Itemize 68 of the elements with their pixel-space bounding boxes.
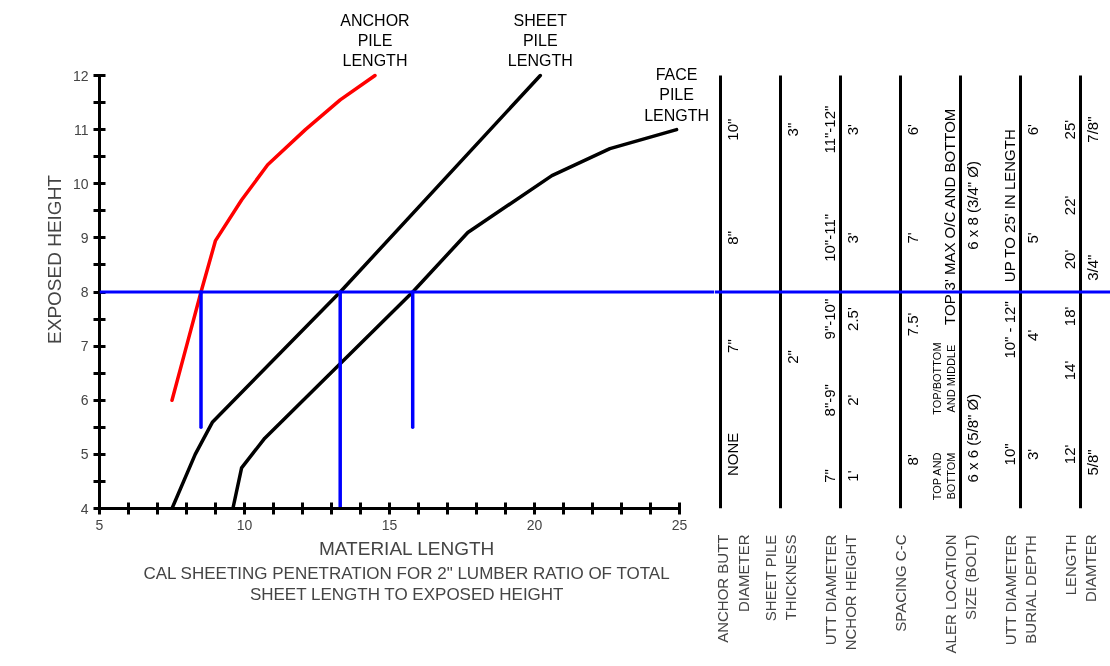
y-tick-label: 7	[80, 338, 89, 355]
text: 7"	[723, 339, 741, 353]
text: 7.5'	[903, 312, 921, 337]
category-label: ALER LOCATION SIZE (BOLT)	[941, 534, 980, 654]
text: 9"-10"	[820, 298, 838, 340]
text: 6'	[1023, 123, 1041, 136]
y-tick-label: 5	[80, 446, 89, 463]
text: 3'	[843, 123, 861, 136]
text: 6 x 8 (3/4" Ø)	[963, 161, 981, 250]
text: 2"	[783, 350, 801, 364]
text: 25'	[1060, 119, 1078, 140]
series-label: FACE PILE LENGTH	[644, 65, 710, 124]
text: 3'	[843, 232, 861, 244]
x-tick-label: 20	[526, 516, 543, 533]
text: 8'	[903, 454, 921, 466]
text: 3/4"	[1083, 254, 1101, 281]
text: 10"	[1000, 443, 1018, 466]
text: 12'	[1060, 444, 1078, 465]
x-tick-label: 15	[381, 516, 398, 533]
text: CAL SHEETING PENETRATION FOR 2" LUMBER RATIO OF TOTAL SHEET LENGTH TO EXPOSED HEIGHT	[143, 563, 670, 604]
text: 7/8"	[1083, 116, 1101, 143]
category-label: SPACING C-C	[892, 534, 909, 632]
text: 18'	[1060, 306, 1078, 327]
text: TOP/BOTTOM AND MIDDLE	[931, 342, 958, 415]
text: 4'	[1023, 329, 1041, 341]
text: 3"	[783, 122, 801, 137]
text: 3'	[1023, 448, 1041, 460]
text: 5/8"	[1083, 449, 1101, 476]
y-tick-label: 4	[80, 500, 89, 517]
y-tick-label: 10	[72, 175, 89, 192]
text: 14'	[1060, 360, 1078, 381]
text: 7'	[903, 232, 921, 244]
category-label: UTT DIAMETER NCHOR HEIGHT	[821, 534, 860, 651]
y-axis-title: EXPOSED HEIGHT	[43, 174, 65, 344]
text: 20'	[1060, 249, 1078, 270]
text: 7"	[820, 469, 838, 483]
series-label: SHEET PILE LENGTH	[507, 11, 573, 70]
text: 22'	[1060, 195, 1078, 216]
category-label: UTT DIAMETER BURIAL DEPTH	[1001, 534, 1040, 646]
y-tick-label: 8	[80, 284, 89, 300]
text: 2.5'	[843, 307, 861, 331]
y-tick-label: 11	[73, 121, 89, 138]
text: 10" - 12"	[1000, 301, 1018, 359]
text: TOP 3' MAX O/C AND BOTTOM	[940, 108, 958, 325]
text: 5'	[1023, 232, 1041, 244]
y-tick-label: 12	[72, 67, 89, 84]
y-tick-label: 9	[80, 229, 89, 246]
y-tick-label: 6	[80, 392, 89, 409]
text: 8"-9"	[820, 384, 838, 417]
series-label: ANCHOR PILE LENGTH	[340, 11, 410, 70]
category-label: ANCHOR BUTT DIAMETER	[714, 534, 752, 643]
x-axis-title: MATERIAL LENGTH	[319, 537, 495, 559]
text: TOP AND BOTTOM	[931, 452, 958, 501]
text: NONE	[723, 432, 741, 477]
text: 10"-11"	[820, 213, 838, 262]
x-tick-label: 5	[95, 516, 104, 533]
text: 2'	[843, 394, 861, 406]
category-label: SHEET PILE THICKNESS	[761, 534, 800, 622]
text: 11"-12"	[820, 105, 838, 154]
text: UP TO 25' IN LENGTH	[1000, 129, 1018, 283]
text: 6'	[903, 123, 921, 136]
text: 10"	[723, 118, 741, 141]
category-label: LENGTH DIAMTER	[1061, 534, 1100, 602]
x-tick-label: 25	[671, 516, 688, 533]
x-tick-label: 10	[236, 516, 253, 533]
text: 6 x 6 (5/8" Ø)	[963, 393, 981, 483]
text: 8"	[723, 231, 741, 245]
text: 1'	[843, 470, 861, 482]
